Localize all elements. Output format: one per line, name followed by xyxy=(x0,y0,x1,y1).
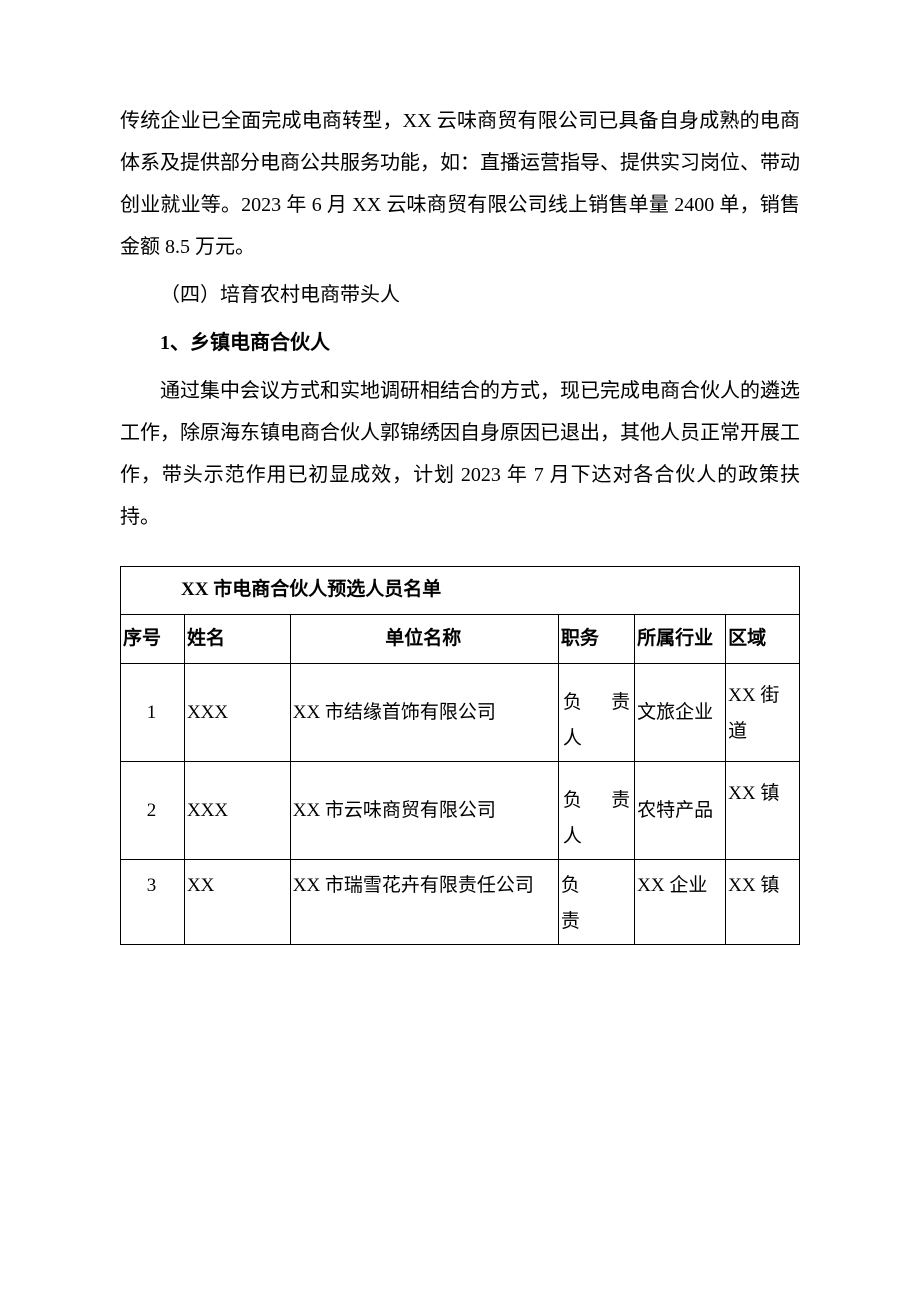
cell-name: XXX xyxy=(184,664,290,762)
position-line2: 责 xyxy=(561,911,580,932)
position-line2: 人 xyxy=(563,728,582,749)
table-header-industry: 所属行业 xyxy=(635,615,726,664)
position-line1: 负 责 xyxy=(563,783,630,819)
cell-industry: 文旅企业 xyxy=(635,664,726,762)
table-row: 1 XXX XX 市结缘首饰有限公司 负 责 人 文旅企业 XX 街道 xyxy=(121,664,800,762)
body-paragraph-1: 传统企业已全面完成电商转型，XX 云味商贸有限公司已具备自身成熟的电商体系及提供… xyxy=(120,100,800,268)
cell-industry: XX 企业 xyxy=(635,860,726,945)
position-line2: 人 xyxy=(563,826,582,847)
cell-name: XXX xyxy=(184,762,290,860)
cell-position: 负 责 xyxy=(558,860,634,945)
cell-unit: XX 市云味商贸有限公司 xyxy=(290,762,558,860)
cell-unit: XX 市结缘首饰有限公司 xyxy=(290,664,558,762)
table-title: XX 市电商合伙人预选人员名单 xyxy=(121,567,800,615)
table-header-row: 序号 姓名 单位名称 职务 所属行业 区域 xyxy=(121,615,800,664)
cell-seq: 3 xyxy=(121,860,185,945)
table-header-seq: 序号 xyxy=(121,615,185,664)
subsection-heading-1: 1、乡镇电商合伙人 xyxy=(120,322,800,364)
partner-candidate-table: XX 市电商合伙人预选人员名单 序号 姓名 单位名称 职务 所属行业 区域 1 … xyxy=(120,566,800,945)
position-line1: 负 xyxy=(561,875,580,896)
cell-seq: 2 xyxy=(121,762,185,860)
table-row: 2 XXX XX 市云味商贸有限公司 负 责 人 农特产品 XX 镇 xyxy=(121,762,800,860)
cell-industry: 农特产品 xyxy=(635,762,726,860)
section-heading-4: （四）培育农村电商带头人 xyxy=(120,274,800,316)
cell-seq: 1 xyxy=(121,664,185,762)
table-row: 3 XX XX 市瑞雪花卉有限责任公司 负 责 XX 企业 XX 镇 xyxy=(121,860,800,945)
cell-region: XX 镇 xyxy=(726,860,800,945)
position-line1: 负 责 xyxy=(563,685,630,721)
cell-position: 负 责 人 xyxy=(558,664,634,762)
cell-region: XX 街道 xyxy=(726,664,800,762)
table-header-name: 姓名 xyxy=(184,615,290,664)
table-header-region: 区域 xyxy=(726,615,800,664)
cell-unit: XX 市瑞雪花卉有限责任公司 xyxy=(290,860,558,945)
table-title-row: XX 市电商合伙人预选人员名单 xyxy=(121,567,800,615)
table-container: XX 市电商合伙人预选人员名单 序号 姓名 单位名称 职务 所属行业 区域 1 … xyxy=(120,566,800,945)
table-header-position: 职务 xyxy=(558,615,634,664)
cell-region: XX 镇 xyxy=(726,762,800,860)
cell-position: 负 责 人 xyxy=(558,762,634,860)
body-paragraph-2: 通过集中会议方式和实地调研相结合的方式，现已完成电商合伙人的遴选工作，除原海东镇… xyxy=(120,370,800,538)
table-header-unit: 单位名称 xyxy=(290,615,558,664)
cell-name: XX xyxy=(184,860,290,945)
